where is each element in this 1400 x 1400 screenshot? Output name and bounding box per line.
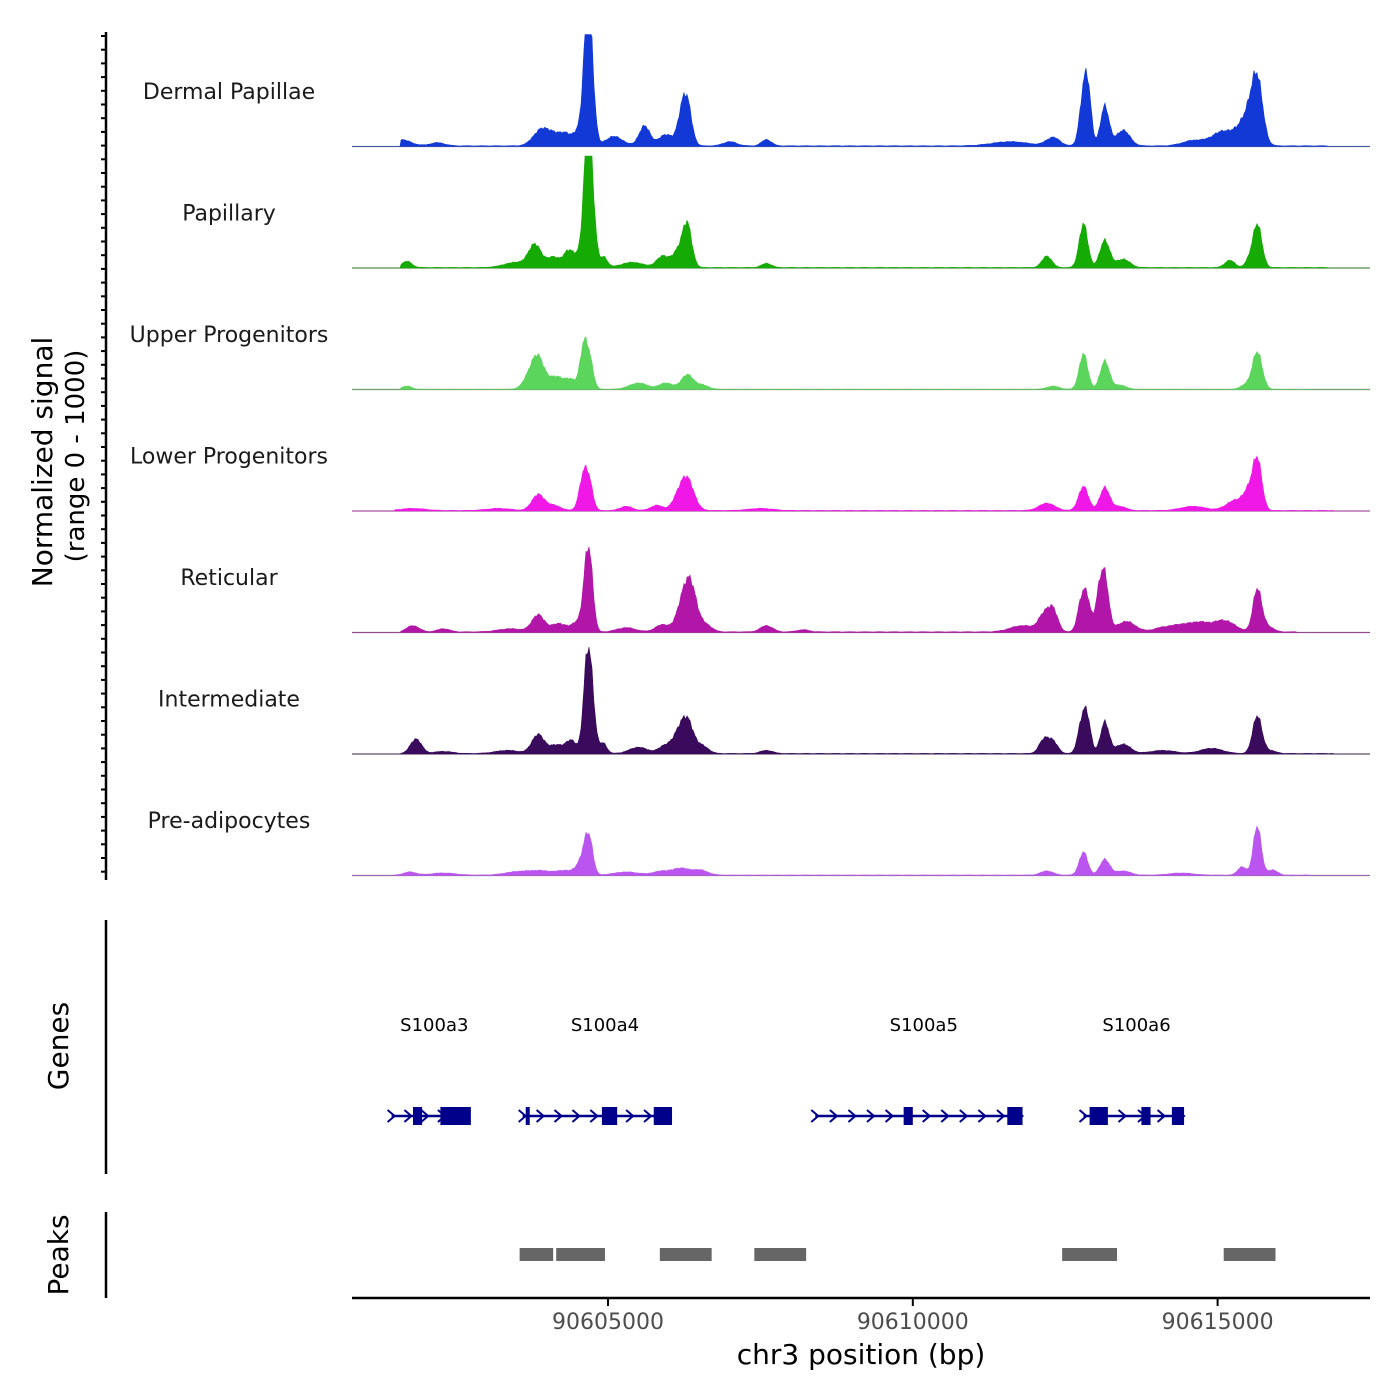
x-tick-label: 90615000 (1162, 1310, 1274, 1335)
coverage-track: Intermediate (158, 647, 1370, 755)
strand-arrow (996, 1109, 1006, 1123)
strand-arrow (518, 1109, 528, 1123)
coverage-tracks: Dermal Papillae Papillary Upper Progenitor… (130, 34, 1370, 877)
coverage-area (352, 155, 1370, 269)
peak-region (519, 1248, 554, 1261)
strand-arrow (589, 1109, 599, 1123)
strand-arrow (403, 1109, 413, 1123)
strand-arrow (922, 1109, 932, 1123)
strand-arrow (829, 1109, 839, 1123)
peak-regions (519, 1248, 1276, 1261)
y-axis-sublabel: (range 0 - 1000) (61, 350, 91, 563)
coverage-axis-ticks (101, 35, 106, 873)
coverage-track: Lower Progenitors (130, 445, 1370, 512)
track-label: Lower Progenitors (130, 445, 328, 470)
gene-model: S100a3 (386, 1015, 471, 1125)
coverage-area (352, 647, 1370, 755)
gene-exon (525, 1107, 530, 1125)
strand-arrow (386, 1109, 397, 1123)
coverage-track: Reticular (180, 546, 1370, 634)
gene-model: S100a6 (1078, 1015, 1186, 1125)
y-axis-title: Normalized signal (range 0 - 1000) (26, 337, 91, 588)
peak-region (754, 1248, 807, 1261)
x-tick-label: 90610000 (857, 1310, 969, 1335)
strand-arrow (625, 1109, 635, 1123)
gene-exon (1171, 1107, 1185, 1125)
peak-region (1223, 1248, 1276, 1261)
peak-region (556, 1248, 605, 1261)
gene-model: S100a4 (518, 1015, 673, 1125)
gene-label: S100a5 (890, 1015, 958, 1036)
strand-arrow (1117, 1109, 1128, 1123)
coverage-track: Upper Progenitors (130, 323, 1370, 391)
strand-arrow (866, 1109, 876, 1123)
strand-arrow (535, 1109, 546, 1123)
track-label: Pre-adipocytes (148, 809, 311, 834)
strand-arrow (1078, 1109, 1089, 1123)
gene-exon (1141, 1107, 1151, 1125)
gene-exon (653, 1107, 673, 1125)
gene-label: S100a6 (1102, 1015, 1170, 1036)
peak-region (659, 1248, 712, 1261)
track-label: Upper Progenitors (130, 323, 329, 348)
track-label: Intermediate (158, 688, 300, 713)
gene-label: S100a3 (400, 1015, 468, 1036)
peak-region (1062, 1248, 1118, 1261)
strand-arrow (959, 1109, 969, 1123)
strand-arrow (1156, 1109, 1167, 1123)
gene-exon (903, 1107, 913, 1125)
gene-exon (440, 1107, 471, 1125)
coverage-area (352, 336, 1370, 390)
strand-arrow (571, 1109, 581, 1123)
gene-exon (1007, 1107, 1023, 1125)
gene-exon (412, 1107, 423, 1125)
strand-arrow (553, 1109, 564, 1123)
coverage-track: Papillary (182, 155, 1370, 269)
strand-arrow (847, 1109, 857, 1123)
track-label: Reticular (180, 566, 278, 591)
x-axis-ticks: 90605000 90610000 90615000 (552, 1298, 1274, 1335)
strand-arrow (420, 1109, 430, 1123)
strand-arrow (810, 1109, 820, 1123)
gene-annotations: S100a3 S100a4 S100a5 S100a6 (386, 1015, 1186, 1125)
gene-label: S100a4 (571, 1015, 639, 1036)
peaks-label: Peaks (42, 1214, 75, 1295)
track-label: Papillary (182, 202, 276, 227)
coverage-track: Dermal Papillae (143, 34, 1370, 148)
strand-arrow (643, 1109, 653, 1123)
x-tick-label: 90605000 (552, 1310, 664, 1335)
y-axis-label: Normalized signal (26, 337, 59, 588)
coverage-area (352, 455, 1370, 512)
coverage-area (352, 34, 1370, 147)
strand-arrow (940, 1109, 950, 1123)
coverage-area (352, 546, 1370, 633)
coverage-track: Pre-adipocytes (148, 809, 1370, 877)
strand-arrow (884, 1109, 895, 1123)
gene-exon (1089, 1107, 1108, 1125)
genes-label: Genes (42, 1002, 75, 1090)
track-label: Dermal Papillae (143, 80, 315, 105)
strand-arrow (977, 1109, 987, 1123)
gene-model: S100a5 (810, 1015, 1025, 1125)
coverage-area (352, 825, 1370, 876)
gene-exon (601, 1107, 618, 1125)
x-axis-label: chr3 position (bp) (737, 1338, 986, 1371)
